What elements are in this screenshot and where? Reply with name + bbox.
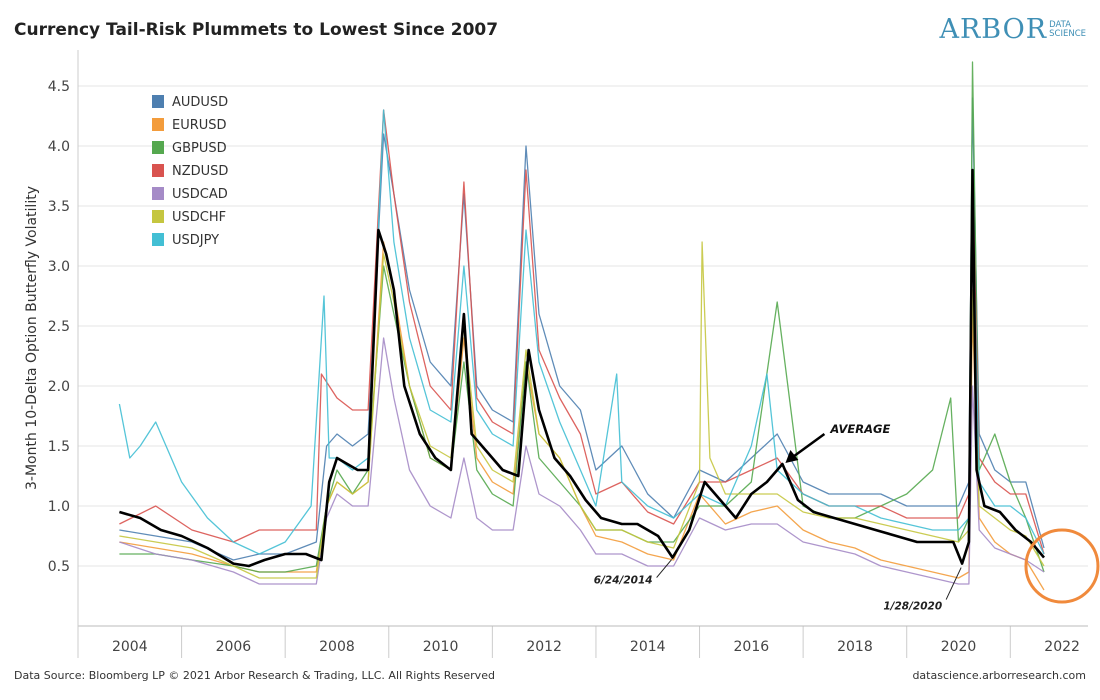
x-tick-label: 2006 xyxy=(216,639,252,655)
series-line-nzdusd xyxy=(119,109,1045,555)
legend-swatch-usdchf xyxy=(152,210,164,223)
annotation-leader-2020 xyxy=(945,567,962,600)
y-tick-label: 4.5 xyxy=(48,79,70,95)
legend-label-nzdusd: NZDUSD xyxy=(172,164,228,179)
y-tick-label: 2.0 xyxy=(48,379,70,395)
y-tick-label: 3.0 xyxy=(48,259,70,275)
x-tick-label: 2004 xyxy=(112,639,148,655)
highlight-circle xyxy=(1024,528,1100,604)
series-line-usdcad xyxy=(119,337,1045,585)
annotation-arrow-shaft xyxy=(790,432,826,460)
legend-label-usdcad: USDCAD xyxy=(172,187,228,202)
x-tick-label: 2012 xyxy=(526,639,562,655)
x-tick-label: 2020 xyxy=(941,639,977,655)
y-axis-label: 3-Month 10-Delta Option Butterfly Volati… xyxy=(24,186,40,490)
series-line-audusd xyxy=(119,97,1045,561)
series-line-average xyxy=(119,168,1045,568)
series-line-usdchf xyxy=(119,241,1045,579)
legend-swatch-usdjpy xyxy=(152,233,164,246)
legend-label-gbpusd: GBPUSD xyxy=(172,141,227,156)
annotation-2014: 6/24/2014 xyxy=(594,575,653,587)
series-line-usdjpy xyxy=(118,109,1045,555)
x-tick-label: 2008 xyxy=(319,639,355,655)
chart-title: Currency Tail-Risk Plummets to Lowest Si… xyxy=(14,20,499,40)
legend-swatch-audusd xyxy=(152,95,164,108)
logo-sub-text: DATA SCIENCE xyxy=(1049,19,1086,39)
annotation-leader-2014 xyxy=(656,559,672,578)
y-tick-label: 1.5 xyxy=(48,439,70,455)
x-tick-label: 2022 xyxy=(1044,639,1080,655)
line-chart: 0.5 1.0 1.5 2.0 2.5 3.0 3.5 4.0 4.5 2004 2006 2008 2… xyxy=(24,50,1100,658)
logo-main-text: ARBOR xyxy=(939,14,1048,45)
legend-label-audusd: AUDUSD xyxy=(172,95,228,110)
legend-swatch-nzdusd xyxy=(152,164,164,177)
y-tick-label: 4.0 xyxy=(48,139,70,155)
x-tick-label: 2016 xyxy=(734,639,770,655)
x-tick-label: 2014 xyxy=(630,639,666,655)
legend-swatch-usdcad xyxy=(152,187,164,200)
legend-swatch-eurusd xyxy=(152,118,164,131)
y-tick-label: 2.5 xyxy=(48,319,70,335)
data-source-note: Data Source: Bloomberg LP © 2021 Arbor R… xyxy=(14,669,495,682)
x-tick-label: 2010 xyxy=(423,639,459,655)
annotation-average: AVERAGE xyxy=(829,422,890,436)
y-tick-label: 0.5 xyxy=(48,559,70,575)
legend-swatch-gbpusd xyxy=(152,141,164,154)
x-tick-label: 2018 xyxy=(837,639,873,655)
annotation-arrow-head xyxy=(785,450,799,463)
axes: 0.5 1.0 1.5 2.0 2.5 3.0 3.5 4.0 4.5 2004 2006 2008 2… xyxy=(48,50,1088,658)
website-url[interactable]: datascience.arborresearch.com xyxy=(912,669,1086,682)
logo-sub-line-1: DATA xyxy=(1049,19,1072,30)
legend-label-usdjpy: USDJPY xyxy=(172,233,219,248)
series-lines xyxy=(118,61,1045,591)
annotation-2020: 1/28/2020 xyxy=(883,601,942,613)
annotations: AVERAGE 6/24/2014 1/28/2020 xyxy=(594,422,1100,613)
legend: AUDUSD EURUSD GBPUSD NZDUSD USDCAD USDCHF USDJ… xyxy=(152,95,228,248)
legend-label-usdchf: USDCHF xyxy=(172,210,226,225)
legend-label-eurusd: EURUSD xyxy=(172,118,227,133)
logo-sub-line-2: SCIENCE xyxy=(1049,28,1086,39)
arbor-logo: ARBOR DATA SCIENCE xyxy=(939,14,1086,45)
y-tick-label: 3.5 xyxy=(48,199,70,215)
y-tick-label: 1.0 xyxy=(48,499,70,515)
